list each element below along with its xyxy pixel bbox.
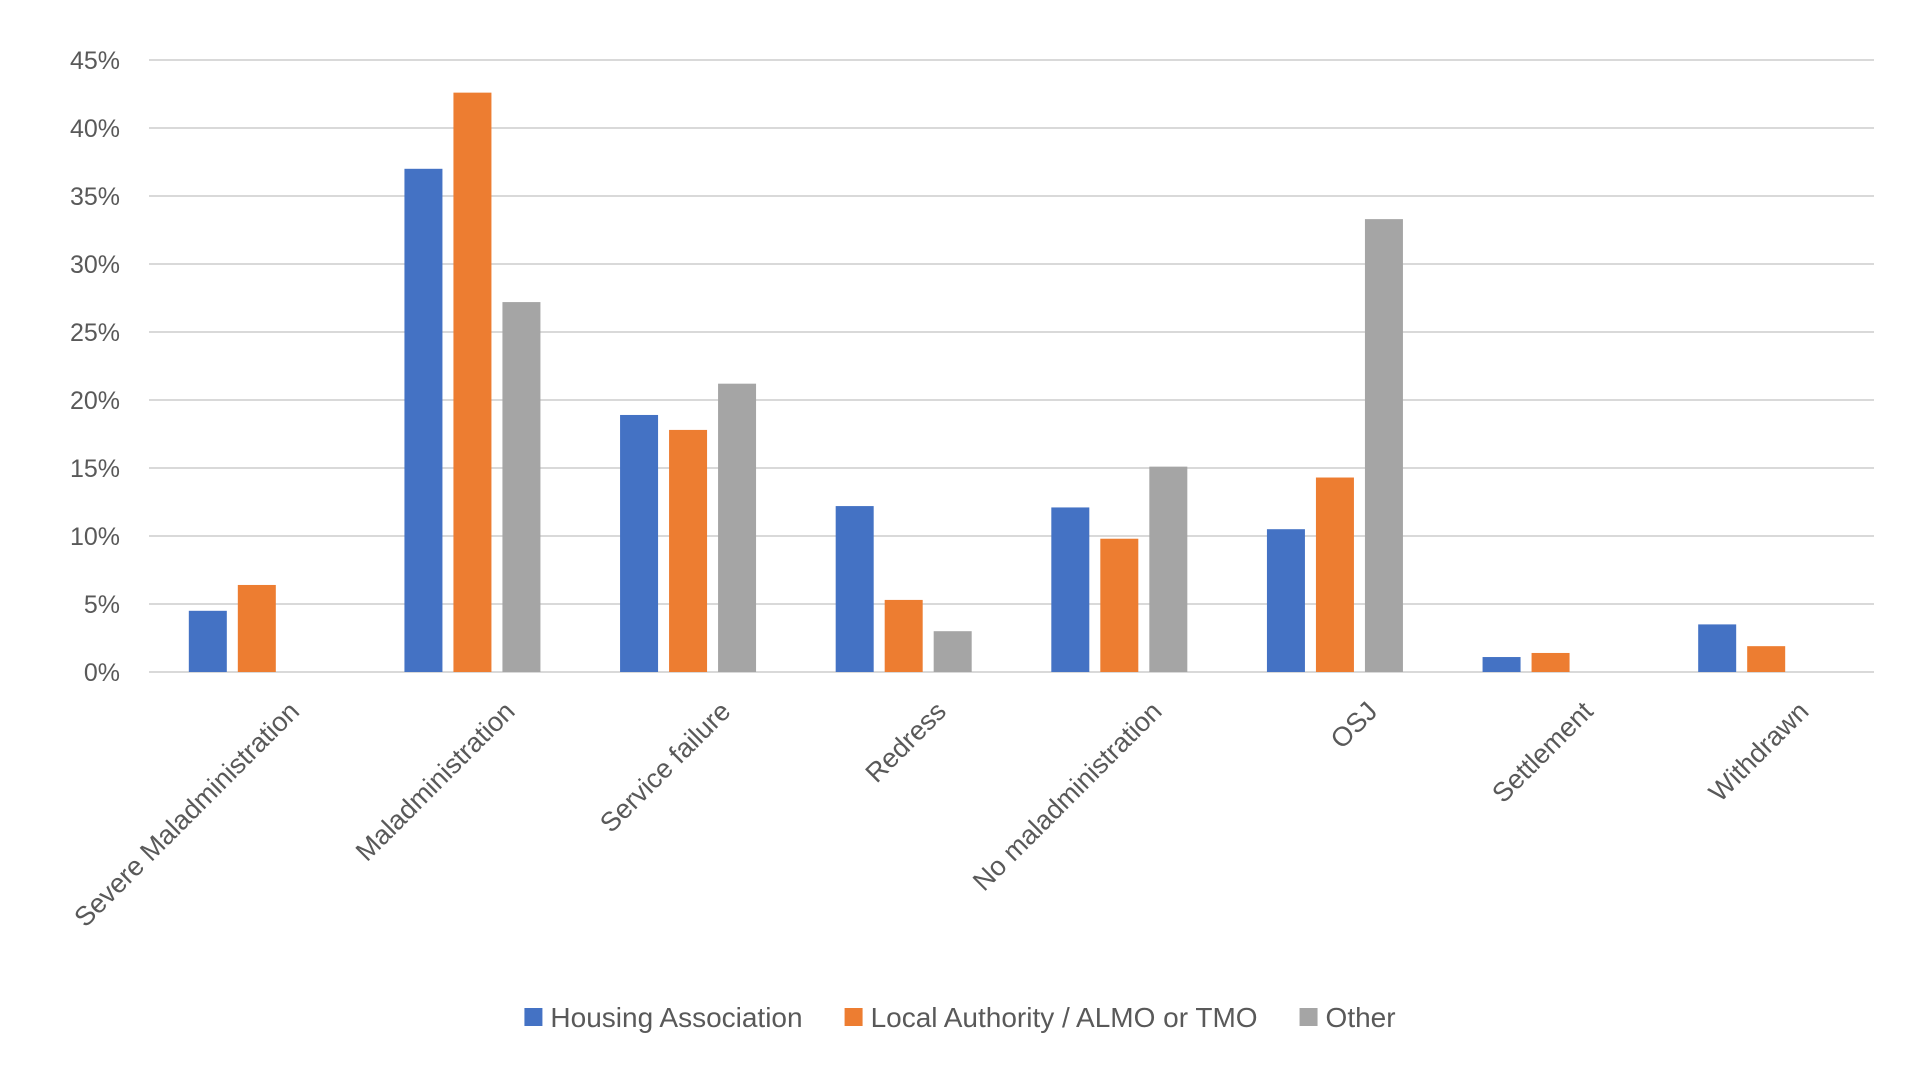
y-tick-label: 25%	[70, 319, 120, 347]
bar-other-1	[502, 302, 541, 672]
legend-swatch-other	[1299, 1008, 1318, 1026]
y-tick-label: 35%	[70, 183, 120, 211]
bar-local-authority-almo-or-tmo-7	[1747, 646, 1786, 672]
legend-swatch-housing-association	[524, 1008, 543, 1026]
y-axis-tick-labels: 0% 5% 10% 15% 20% 25% 30% 35% 40% 45%	[70, 47, 120, 687]
x-category-label: OSJ	[1325, 696, 1383, 754]
x-category-label: No maladministration	[967, 696, 1168, 897]
bars	[188, 92, 1786, 673]
bar-local-authority-almo-or-tmo-1	[453, 92, 492, 672]
y-tick-label: 45%	[70, 47, 120, 75]
bar-other-5	[1364, 219, 1403, 672]
x-category-label: Settlement	[1486, 696, 1599, 809]
bar-housing-association-6	[1482, 657, 1521, 672]
bar-housing-association-1	[404, 168, 443, 673]
y-tick-label: 40%	[70, 115, 120, 143]
bar-housing-association-3	[835, 506, 874, 672]
legend-label-local-authority-almo-or-tmo: Local Authority / ALMO or TMO	[871, 1002, 1258, 1033]
bar-housing-association-5	[1266, 529, 1305, 672]
bar-other-2	[718, 383, 757, 672]
bar-local-authority-almo-or-tmo-6	[1531, 652, 1570, 672]
bar-housing-association-4	[1051, 507, 1090, 672]
bar-local-authority-almo-or-tmo-4	[1100, 538, 1139, 672]
y-tick-label: 30%	[70, 251, 120, 279]
bar-other-4	[1149, 466, 1188, 672]
x-category-label: Severe Maladministration	[68, 696, 305, 933]
bar-local-authority-almo-or-tmo-3	[884, 599, 923, 672]
bar-housing-association-2	[620, 414, 659, 672]
x-axis-category-labels: Severe Maladministration Maladministratio…	[68, 696, 1814, 933]
legend: Housing Association Local Authority / ALM…	[524, 1002, 1396, 1033]
bar-local-authority-almo-or-tmo-0	[237, 584, 276, 672]
legend-label-other: Other	[1326, 1002, 1396, 1033]
bar-other-3	[933, 631, 972, 672]
y-tick-label: 0%	[84, 659, 120, 687]
bar-housing-association-7	[1698, 624, 1737, 672]
bar-housing-association-0	[188, 610, 227, 672]
legend-swatch-local-authority-almo-or-tmo	[844, 1008, 863, 1026]
y-tick-label: 15%	[70, 455, 120, 483]
y-tick-label: 10%	[70, 523, 120, 551]
x-category-label: Service failure	[594, 696, 736, 838]
bar-local-authority-almo-or-tmo-2	[669, 429, 708, 672]
x-category-label: Maladministration	[350, 696, 521, 867]
legend-label-housing-association: Housing Association	[550, 1002, 802, 1033]
x-category-label: Withdrawn	[1703, 696, 1814, 807]
bar-local-authority-almo-or-tmo-5	[1315, 477, 1354, 672]
x-category-label: Redress	[860, 696, 952, 788]
y-tick-label: 20%	[70, 387, 120, 415]
y-tick-label: 5%	[84, 591, 120, 619]
